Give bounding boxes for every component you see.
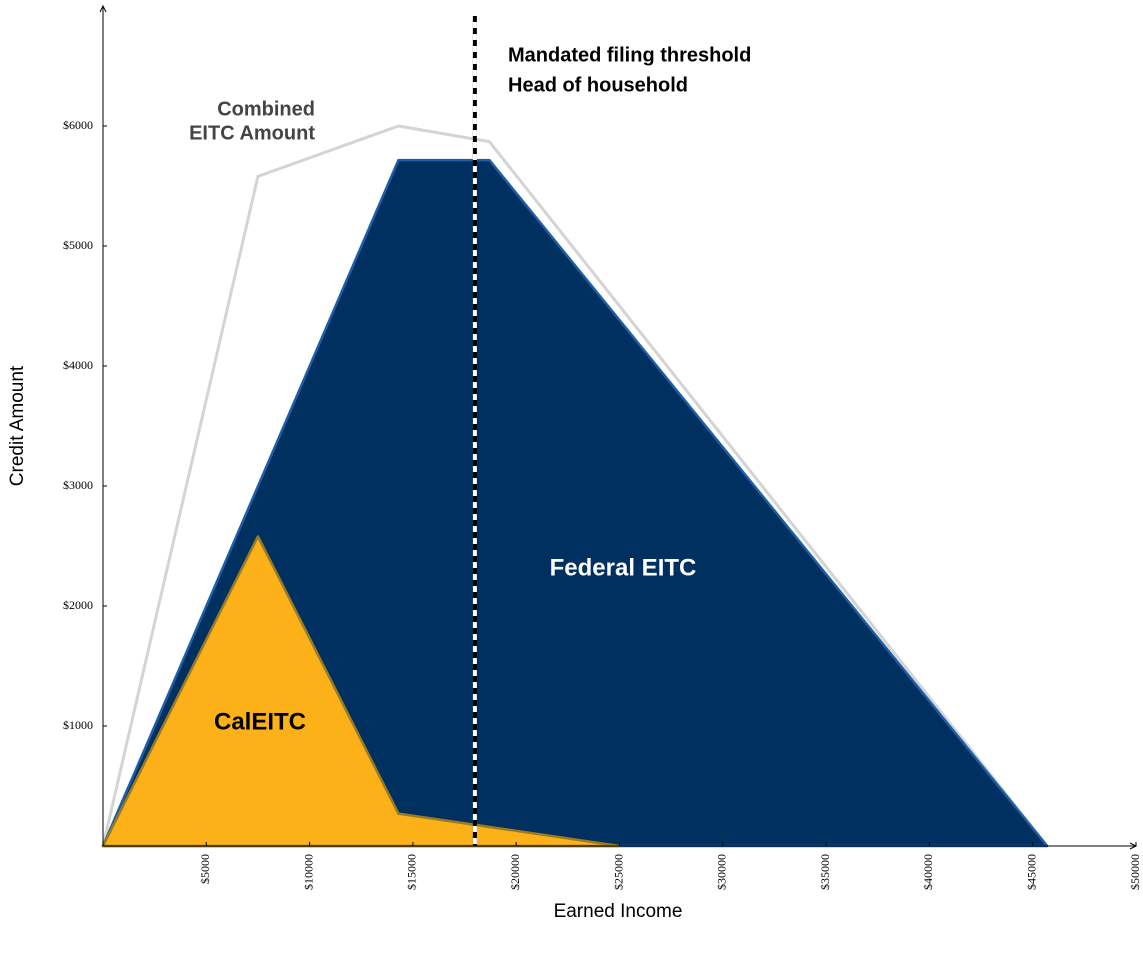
y-axis-title: Credit Amount [7,365,28,486]
x-tick-label: $20000 [508,854,522,890]
x-tick-label: $40000 [921,854,935,890]
y-tick-label: $6000 [63,118,93,132]
x-tick-label: $35000 [818,854,832,890]
plot-area: $5000 $10000 $15000 $20000 $25000 $30000 $3500… [63,4,1142,890]
annotation: Head of household [508,74,688,96]
y-tick-label: $1000 [63,718,93,732]
y-tick-label: $2000 [63,598,93,612]
x-tick-label: $15000 [405,854,419,890]
annotation: EITC Amount [189,122,315,144]
annotation: Combined [217,98,315,120]
annotation: CalEITC [214,708,306,735]
x-axis-title: Earned Income [554,901,683,922]
x-tick-label: $5000 [198,854,212,884]
axis-arrow [99,4,107,13]
x-tick-label: $10000 [301,854,315,890]
x-tick-label: $50000 [1128,854,1142,890]
y-tick-label: $5000 [63,238,93,252]
y-tick-label: $4000 [63,358,93,372]
x-tick-label: $30000 [715,854,729,890]
annotation: Mandated filing threshold [508,44,751,66]
line [101,124,1049,847]
y-tick-label: $3000 [63,478,93,492]
x-tick-label: $25000 [611,854,625,890]
x-tick-label: $45000 [1024,854,1038,890]
annotation: Federal EITC [550,554,697,581]
